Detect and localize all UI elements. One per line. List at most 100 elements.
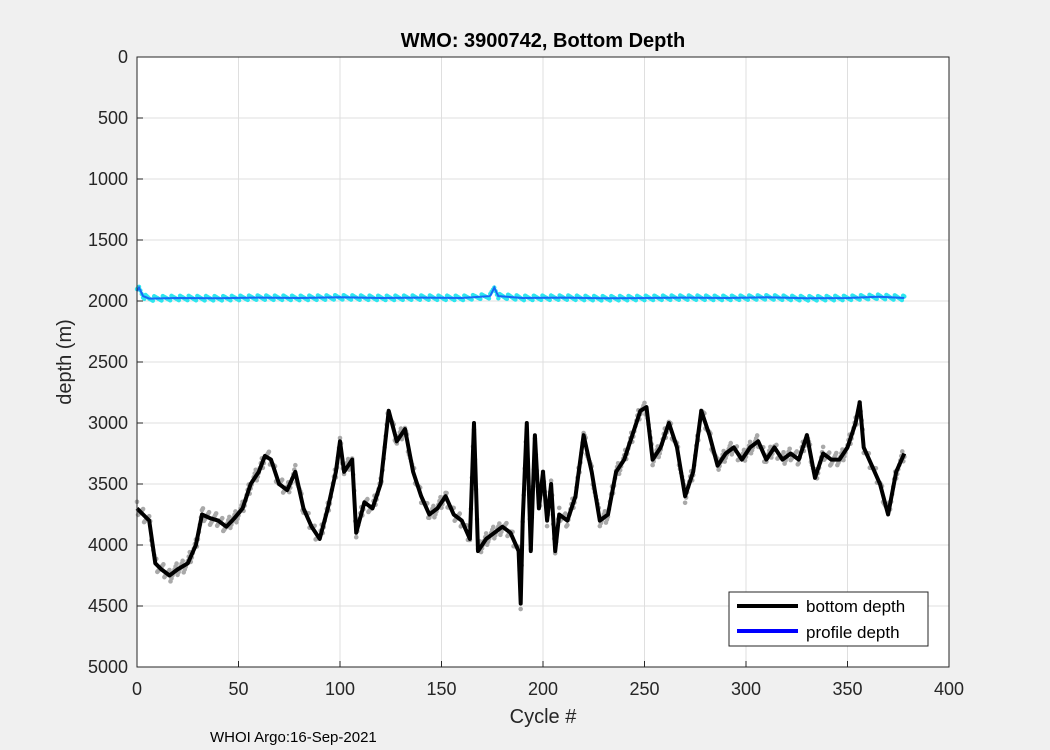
x-tick-label: 50 [228,679,248,699]
bottom-depth-point [213,511,219,516]
profile-depth-point [668,297,673,303]
chart-title: WMO: 3900742, Bottom Depth [401,30,685,52]
bottom-depth-point [754,433,760,438]
profile-depth-point [780,297,785,303]
profile-depth-point [521,297,527,303]
profile-depth-point [719,297,725,303]
y-axis-ticks: 0 500 1000 1500 2000 2500 3000 3500 4000 4500 5000 [88,47,143,677]
bottom-depth-point [353,534,359,540]
bottom-depth-point [504,520,509,526]
bottom-depth-point [518,606,523,612]
profile-depth-point [650,297,656,303]
profile-depth-point [297,297,302,303]
bottom-depth-point [841,457,846,463]
bottom-depth-point [180,558,185,564]
profile-depth-point [547,297,552,303]
profile-depth-point [305,297,311,303]
x-tick-label: 0 [132,679,142,699]
y-tick-label: 5000 [88,657,128,677]
bottom-depth-point [544,523,550,529]
bottom-depth-point [398,426,404,431]
profile-depth-point [745,297,751,303]
bottom-depth-point [253,467,259,473]
bottom-depth-point [602,508,608,514]
x-tick-label: 100 [325,679,355,699]
profile-depth-point [331,297,337,302]
bottom-depth-point [497,521,502,526]
profile-depth-point [383,297,388,303]
profile-depth-point [823,298,828,303]
bottom-depth-point [200,506,206,511]
bottom-depth-point [565,522,570,528]
y-tick-label: 2000 [88,291,128,311]
bottom-depth-point [616,471,622,477]
y-tick-label: 2500 [88,352,128,372]
profile-depth-point [211,298,216,303]
bottom-depth-point [227,514,232,520]
bottom-depth-line-group [135,400,907,606]
profile-depth-point [150,298,156,303]
legend: bottom depth profile depth [728,591,929,647]
profile-depth-point [271,297,276,303]
y-tick-label: 4500 [88,596,128,616]
bottom-depth-point [741,447,747,453]
profile-depth-point [625,298,630,303]
profile-depth-point [357,297,362,303]
profile-depth-point [831,298,837,303]
profile-depth-point [797,298,802,303]
profile-depth-point [236,297,242,303]
bottom-depth-point [457,511,463,516]
profile-depth-point [866,297,871,302]
profile-depth-point [185,298,190,303]
profile-depth-point [279,297,285,303]
bottom-depth-point [747,439,753,445]
bottom-depth-point [337,435,343,441]
profile-depth-point [167,298,173,303]
profile-depth-point [590,298,596,303]
bottom-depth-point [728,440,734,446]
bottom-depth-point [483,531,489,536]
profile-depth-point [728,297,733,303]
profile-depth-point [254,297,259,303]
bottom-depth-point [787,446,792,452]
bottom-depth-point [206,509,212,515]
bottom-depth-point [794,449,800,454]
bottom-depth-point [279,477,285,482]
bottom-depth-point [820,444,826,450]
y-tick-label: 500 [98,108,128,128]
x-tick-label: 400 [934,679,964,699]
profile-depth-line [136,285,905,300]
profile-depth-point [374,297,380,303]
profile-depth-point [857,297,862,302]
x-tick-label: 350 [832,679,862,699]
profile-depth-point [616,298,621,303]
profile-depth-point [771,297,776,302]
bottom-depth-point [431,503,436,509]
bottom-depth-point [365,496,370,502]
profile-depth-point [426,297,431,303]
profile-depth-point [366,297,371,303]
x-axis-ticks: 0 50 100 150 200 250 300 350 400 [132,661,964,699]
profile-depth-point [409,297,414,303]
y-tick-label: 3000 [88,413,128,433]
profile-depth-point [607,298,613,303]
profile-depth-point [478,296,483,302]
profile-depth-point [262,297,268,303]
bottom-depth-point [781,449,786,455]
bottom-depth-point [656,454,662,460]
profile-depth-point [762,297,768,302]
bottom-depth-point [161,562,166,567]
bottom-depth-point [826,450,832,455]
profile-depth-point [711,297,716,303]
profile-depth-point [805,298,811,303]
bottom-depth-point [722,459,727,464]
bottom-depth-point [796,460,802,466]
bottom-depth-point [716,467,721,472]
bottom-depth-point [266,449,272,455]
profile-depth-point [400,297,405,303]
bottom-depth-point [556,505,562,511]
profile-depth-point [659,297,664,303]
profile-depth-point [245,297,250,303]
profile-depth-point [564,297,570,303]
